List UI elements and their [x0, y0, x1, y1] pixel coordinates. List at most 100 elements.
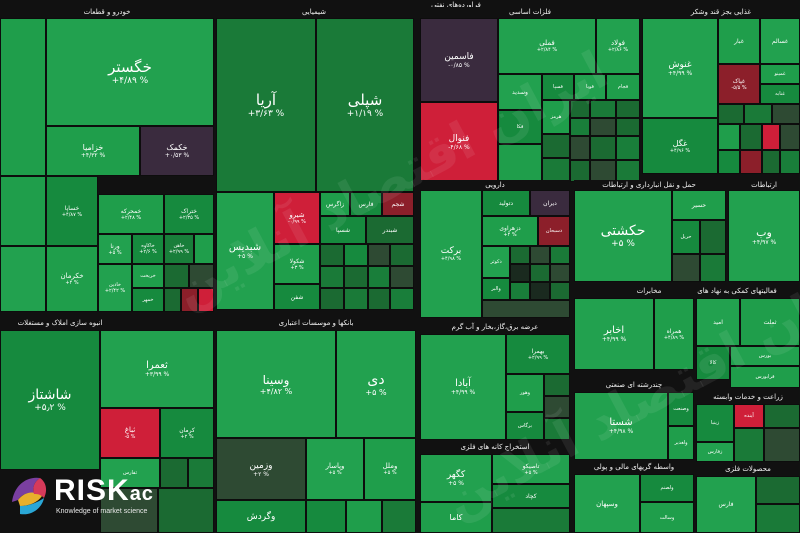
- mini-tile[interactable]: [544, 374, 570, 396]
- cell-vagardesh[interactable]: وگردش: [216, 500, 306, 533]
- cell-ghak[interactable]: غپاک -۵/۵ %: [718, 64, 760, 104]
- cell-shegoy[interactable]: شجم: [382, 192, 414, 216]
- cell-tharas[interactable]: ثفارس: [100, 458, 160, 488]
- mini-tile[interactable]: [570, 100, 590, 118]
- mini-tile[interactable]: [734, 428, 764, 462]
- mini-tile[interactable]: [530, 282, 550, 300]
- cell-ghabar[interactable]: غبار: [718, 18, 760, 64]
- mini-tile[interactable]: [320, 244, 344, 266]
- mini-tile[interactable]: [756, 476, 800, 504]
- mini-tile[interactable]: [530, 264, 550, 282]
- cell-khadiz[interactable]: [194, 234, 214, 264]
- mini-tile[interactable]: [700, 254, 726, 282]
- cell-shabndr[interactable]: شبندر: [366, 216, 414, 244]
- mini-tile[interactable]: [740, 150, 762, 174]
- cell-kerman[interactable]: کرمان +۲ %: [160, 408, 214, 458]
- cell-hasir[interactable]: حسیر: [672, 190, 726, 220]
- cell-dtolid[interactable]: دتولید: [482, 190, 530, 216]
- cell-shepli[interactable]: شپلی +۱/۱۹ %: [316, 18, 414, 192]
- mini-tile[interactable]: [550, 246, 570, 264]
- mini-tile[interactable]: [542, 158, 570, 182]
- cell-hekashti[interactable]: حکشتی +۵ %: [574, 190, 672, 282]
- cell-ghsalem[interactable]: غسالم: [760, 18, 800, 64]
- cell-ghoshtar[interactable]: شاشتاز +۵٫۲ %: [0, 330, 100, 470]
- mini-tile[interactable]: [542, 134, 570, 158]
- mini-tile[interactable]: [744, 104, 772, 124]
- mini-tile[interactable]: [510, 282, 530, 300]
- mini-tile[interactable]: [780, 124, 800, 150]
- mini-tile[interactable]: [570, 118, 590, 136]
- mini-tile[interactable]: [188, 458, 214, 488]
- cell-fabras[interactable]: فارس: [696, 476, 756, 533]
- mini-tile[interactable]: [756, 504, 800, 533]
- cell-tamsko[interactable]: تاصیکو +۵ %: [492, 454, 570, 484]
- mini-tile[interactable]: [390, 288, 414, 310]
- mini-tile[interactable]: [590, 136, 616, 160]
- mini-tile[interactable]: [368, 288, 390, 310]
- cell-kharmran[interactable]: خکرمان +۴ %: [46, 246, 98, 312]
- cell-bragas[interactable]: برگاس: [506, 412, 544, 440]
- cell-dzahravi[interactable]: دزهراوی +۴ %: [482, 216, 538, 246]
- cell-foulad[interactable]: فنوال -۴/۶۸ %: [420, 102, 498, 182]
- mini-tile[interactable]: [510, 264, 530, 282]
- mini-tile[interactable]: [344, 288, 368, 310]
- mini-tile[interactable]: [100, 488, 158, 533]
- mini-tile[interactable]: [544, 396, 570, 418]
- mini-tile[interactable]: [550, 282, 570, 300]
- cell-vazmin[interactable]: وزمین +۲ %: [216, 438, 306, 500]
- cell-ghonosh[interactable]: غنوش +۴/۹۹ %: [642, 18, 718, 118]
- cell-khaneda[interactable]: خاهن +۲/۹۹ %: [164, 234, 194, 264]
- cell-kogohar[interactable]: کگهر +۵ %: [420, 454, 492, 502]
- mini-tile[interactable]: [498, 144, 542, 182]
- cell-web[interactable]: وب +۴/۹۷ %: [728, 190, 800, 282]
- cell-vesdid[interactable]: وسدید: [498, 74, 542, 110]
- cell-ghegol[interactable]: غگل +۴/۹۶ %: [642, 118, 718, 174]
- cell-amid[interactable]: امید: [696, 298, 740, 346]
- cell-hamrah[interactable]: همراه +۴/۸۹ %: [654, 298, 694, 370]
- cell-khakmak[interactable]: خکمک +۰/۵۳ %: [140, 126, 214, 176]
- mini-tile[interactable]: [718, 104, 744, 124]
- mini-tile[interactable]: [772, 104, 800, 124]
- cell-left-edge-bottom[interactable]: [0, 246, 46, 312]
- mini-tile[interactable]: [616, 136, 640, 160]
- cell-bavahor[interactable]: وهور: [506, 374, 544, 412]
- cell-hril[interactable]: حریل: [672, 220, 700, 254]
- mini-tile[interactable]: [700, 220, 726, 254]
- cell-shamn[interactable]: شفن: [274, 284, 320, 310]
- mini-tile[interactable]: [762, 150, 780, 174]
- cell-omra[interactable]: ثعمرا +۳/۹۹ %: [100, 330, 214, 408]
- cell-khvarzi[interactable]: ورنا +۵ %: [98, 234, 132, 264]
- cell-shbidis[interactable]: شبدیس +۵ %: [216, 192, 274, 310]
- mini-tile[interactable]: [181, 288, 198, 312]
- cell-fomli[interactable]: فملی +۲/۸۴ %: [498, 18, 596, 74]
- cell-khesapa2[interactable]: خساپا +۴/۸۷ %: [46, 176, 98, 246]
- mini-tile[interactable]: [189, 264, 214, 288]
- cell-foba[interactable]: فوبا: [574, 74, 606, 100]
- mini-tile[interactable]: [718, 150, 740, 174]
- cell-shirvan[interactable]: شیرو -۰/۹۹ %: [274, 192, 320, 244]
- cell-farabors[interactable]: فرابورس: [730, 366, 800, 388]
- mini-tile[interactable]: [616, 118, 640, 136]
- mini-tile[interactable]: [764, 428, 800, 462]
- mini-tile[interactable]: [718, 124, 740, 150]
- mini-tile[interactable]: [530, 246, 550, 264]
- cell-akhaber[interactable]: اخابر +۴/۹۹ %: [574, 298, 654, 370]
- mini-tile[interactable]: [482, 300, 570, 318]
- mini-tile[interactable]: [570, 136, 590, 160]
- cell-shakla[interactable]: شکولا +۳ %: [274, 244, 320, 284]
- mini-tile[interactable]: [570, 160, 590, 182]
- mini-tile[interactable]: [590, 118, 616, 136]
- cell-khezamia[interactable]: خزامیا +۴/۳۲ %: [46, 126, 140, 176]
- mini-tile[interactable]: [544, 418, 570, 440]
- mini-tile[interactable]: [344, 266, 368, 288]
- mini-tile[interactable]: [590, 100, 616, 118]
- mini-tile[interactable]: [616, 160, 640, 182]
- cell-dasbehan[interactable]: دسبحان: [538, 216, 570, 246]
- cell-boors[interactable]: بورس: [730, 346, 800, 366]
- cell-vsenat[interactable]: وصنعت: [668, 392, 694, 426]
- cell-abada[interactable]: آبادا +۴/۹۹ %: [420, 334, 506, 440]
- mini-tile[interactable]: [346, 500, 382, 533]
- cell-kamat[interactable]: کاما: [420, 502, 492, 533]
- cell-khesoyz[interactable]: خاکاوه +۲/۶ %: [132, 234, 164, 264]
- cell-ghmino[interactable]: غمینو: [760, 64, 800, 84]
